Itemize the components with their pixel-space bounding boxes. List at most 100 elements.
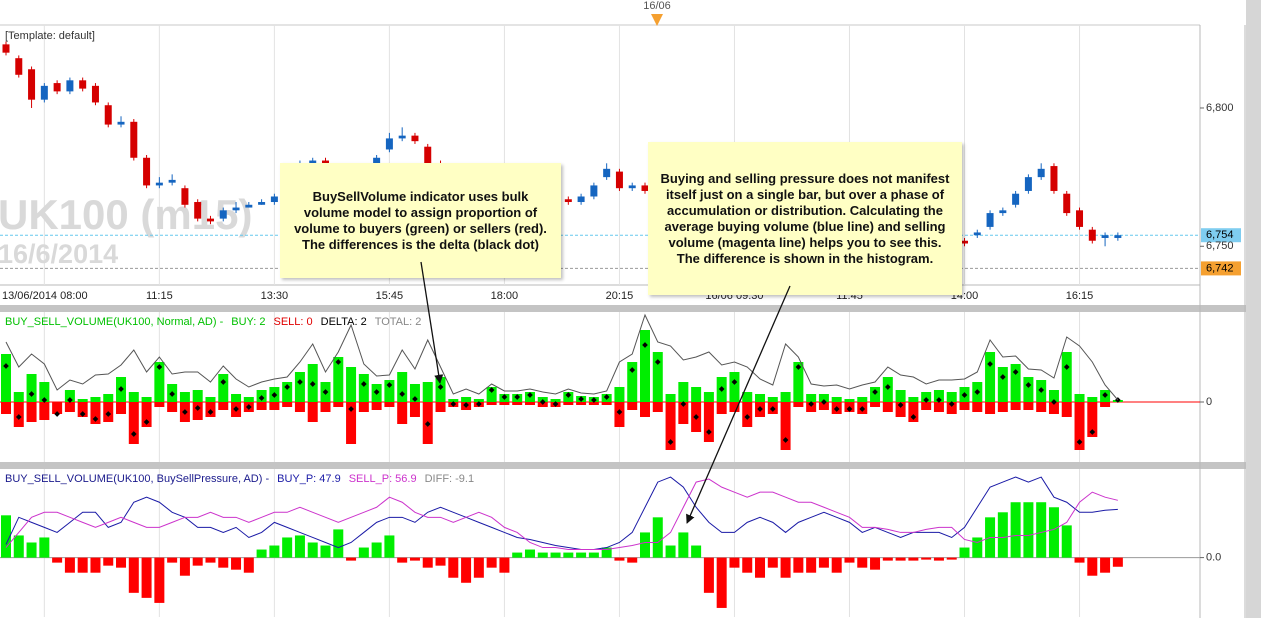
delta-dot bbox=[297, 379, 303, 385]
diff-bar bbox=[640, 532, 650, 558]
buy-bar bbox=[767, 397, 778, 402]
delta-dot bbox=[1012, 369, 1019, 375]
delta-dot bbox=[156, 364, 163, 370]
sell-bar bbox=[1048, 402, 1059, 414]
sell-bar bbox=[576, 402, 587, 405]
buy-bar bbox=[26, 374, 37, 402]
candle-body bbox=[1012, 193, 1020, 205]
diff-bar bbox=[384, 535, 395, 558]
diff-bar bbox=[371, 542, 382, 558]
scrollbar-area bbox=[1246, 0, 1261, 618]
buy-bar bbox=[77, 399, 88, 402]
diff-bar bbox=[665, 545, 676, 558]
diff-bar bbox=[243, 557, 254, 573]
readout: BUY_P: 47.9 bbox=[277, 473, 341, 485]
diff-bar bbox=[946, 557, 957, 560]
sell-bar bbox=[371, 402, 382, 410]
diff-bar bbox=[652, 517, 663, 558]
candle-body bbox=[986, 213, 994, 227]
buy-bar bbox=[205, 397, 216, 402]
delta-dot bbox=[1051, 399, 1057, 405]
delta-dot bbox=[1000, 374, 1006, 380]
diff-bar bbox=[818, 557, 829, 568]
candle-body bbox=[1088, 229, 1096, 241]
buy-bar bbox=[640, 330, 650, 402]
delta-dot bbox=[130, 431, 137, 437]
diff-bar bbox=[767, 557, 778, 568]
candle-body bbox=[603, 168, 611, 178]
diff-bar bbox=[524, 549, 535, 558]
sell-bar bbox=[985, 402, 996, 414]
candle-body bbox=[411, 135, 419, 142]
price-marker-label: 6,742 bbox=[1206, 262, 1234, 274]
delta-dot bbox=[79, 411, 86, 417]
diff-bar bbox=[831, 557, 842, 573]
delta-dot bbox=[258, 395, 265, 401]
sell-bar bbox=[806, 402, 817, 412]
diff-bar bbox=[282, 537, 293, 558]
sell-bar bbox=[959, 402, 970, 410]
diff-bar bbox=[77, 557, 88, 573]
diff-bar bbox=[895, 557, 906, 561]
sell-bar bbox=[154, 402, 165, 407]
buy-bar bbox=[13, 392, 24, 402]
diff-bar bbox=[576, 552, 587, 558]
sell-bar bbox=[1036, 402, 1047, 412]
diff-bar bbox=[333, 529, 344, 558]
y-tick-label: 6,800 bbox=[1206, 102, 1234, 114]
x-tick-label: 15:45 bbox=[376, 290, 404, 302]
buy-bar bbox=[818, 394, 829, 402]
diff-bar bbox=[1023, 502, 1034, 558]
delta-dot bbox=[910, 414, 917, 420]
diff-bar bbox=[537, 552, 548, 558]
diff-bar bbox=[1, 515, 11, 558]
panel-title: BUY_SELL_VOLUME(UK100, BuySellPressure, … bbox=[5, 473, 269, 485]
sell-bar bbox=[563, 402, 574, 405]
diff-bar bbox=[435, 557, 446, 566]
sell-bar bbox=[1061, 402, 1072, 417]
sell-bar bbox=[921, 402, 932, 410]
readout: DELTA: 2 bbox=[321, 316, 367, 328]
candle-body bbox=[181, 188, 189, 205]
diff-bar bbox=[128, 557, 139, 593]
price-marker-box bbox=[1201, 261, 1241, 276]
panel-separator bbox=[0, 462, 1246, 469]
sell-bar bbox=[601, 402, 612, 405]
candle-body bbox=[28, 69, 36, 100]
diff-bar bbox=[473, 557, 484, 578]
sell-bar bbox=[282, 402, 293, 407]
diff-bar bbox=[857, 557, 868, 568]
buy-bar bbox=[1074, 394, 1085, 402]
sell-bar bbox=[167, 402, 178, 412]
delta-dot bbox=[207, 409, 214, 415]
sell-bar bbox=[1010, 402, 1021, 410]
buy-bar bbox=[1087, 397, 1098, 402]
candle-body bbox=[194, 202, 202, 219]
diff-bar bbox=[116, 557, 127, 568]
delta-dot bbox=[284, 384, 290, 390]
candle-body bbox=[424, 146, 432, 164]
diff-bar bbox=[320, 545, 331, 558]
delta-dot bbox=[629, 367, 636, 373]
session-marker bbox=[651, 14, 663, 26]
sell-bar bbox=[39, 402, 50, 420]
delta-dot bbox=[897, 402, 904, 408]
candle-body bbox=[15, 58, 23, 75]
delta-dot bbox=[424, 421, 431, 427]
candle-body bbox=[270, 196, 278, 203]
diff-bar bbox=[269, 545, 280, 558]
delta-dot bbox=[118, 386, 124, 392]
delta-dot bbox=[15, 414, 22, 420]
buy-bar bbox=[90, 397, 101, 402]
diff-bar bbox=[154, 557, 165, 603]
readout: TOTAL: 2 bbox=[375, 316, 422, 328]
sell-bar bbox=[397, 402, 408, 424]
sell-bar bbox=[1, 402, 11, 414]
buy-bar bbox=[141, 397, 152, 402]
annotation: Buying and selling pressure does not man… bbox=[648, 142, 962, 295]
y-tick-label: 6,750 bbox=[1206, 240, 1234, 252]
buy-bar bbox=[409, 384, 420, 402]
buy-bar bbox=[921, 392, 932, 402]
candle-body bbox=[961, 240, 968, 244]
diff-bar bbox=[921, 557, 932, 560]
